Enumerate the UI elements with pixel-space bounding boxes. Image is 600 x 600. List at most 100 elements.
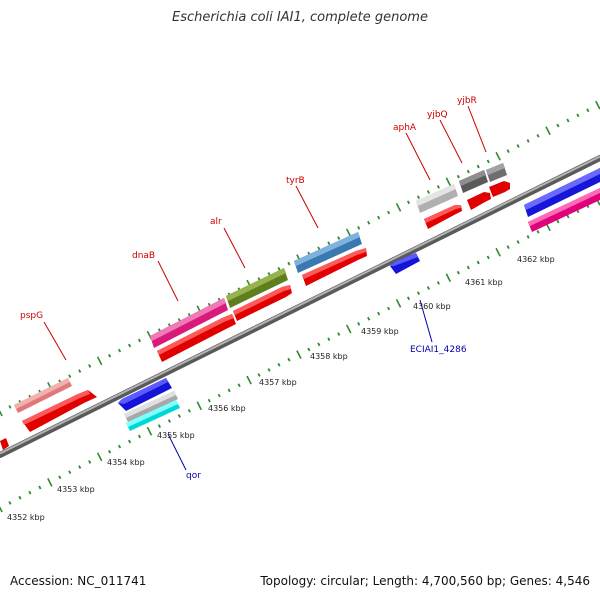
lower-track-minor-tick [317,342,321,347]
lower-track-major-tick [445,273,452,283]
lower-track-minor-tick [187,408,191,413]
cds-arrow [489,181,510,197]
upper-track-major-tick [395,203,402,212]
lower-tick-track [0,196,600,513]
lower-track-minor-tick [566,214,570,219]
lower-track-major-tick [0,506,3,513]
lower-track-minor-tick [88,460,92,464]
lower-track-major-tick [47,478,53,487]
kbp-label: 4357 kbp [259,378,297,387]
upper-track-minor-tick [137,338,142,343]
gene-label-layer: pspG dnaB alr tyrB aphA yjbQ yjbR ECIAI1… [20,96,477,481]
lower-track-minor-tick [556,219,560,224]
lower-track-minor-tick [307,347,311,352]
upper-track-minor-tick [416,195,421,200]
upper-track-major-tick [0,410,3,417]
lower-track-minor-tick [78,465,82,469]
upper-track-minor-tick [566,118,570,123]
cds-arrow-pink [528,188,600,232]
kbp-label-layer: 4352 kbp 4353 kbp 4354 kbp 4355 kbp 4356… [7,255,555,522]
lower-track-major-tick [196,401,203,411]
upper-track-minor-tick [267,272,271,276]
lower-track-minor-tick [167,419,171,423]
lower-track-minor-tick [177,414,181,418]
cds-arrow [467,192,491,210]
upper-track-major-tick [445,177,452,187]
kbp-label: 4362 kbp [517,255,555,264]
upper-track-minor-tick [456,174,460,179]
upper-track-minor-tick [556,123,560,128]
upper-track-minor-tick [8,405,12,409]
gene-bar-tyrB [294,232,362,273]
lower-track-minor-tick [118,444,122,449]
lower-track-minor-tick [426,286,430,290]
lower-track-minor-tick [456,270,460,275]
upper-track-minor-tick [516,144,520,148]
lower-track-minor-tick [237,383,241,388]
lower-track-minor-tick [257,373,261,377]
upper-track-minor-tick [506,149,510,154]
lower-track-major-tick [345,324,352,334]
lower-track-minor-tick [28,490,32,495]
lower-track-minor-tick [486,255,490,260]
upper-track-minor-tick [526,139,530,143]
upper-track-minor-tick [78,369,82,373]
upper-track-minor-tick [118,348,122,353]
gene-bar-yjbQ [459,170,488,193]
genome-backbone [0,155,600,458]
genome-stats-text: Topology: circular; Length: 4,700,560 bp… [260,574,590,588]
gene-label-yjbQ: yjbQ [427,110,448,120]
kbp-label: 4358 kbp [310,352,348,361]
upper-track-minor-tick [476,164,480,169]
lower-track-minor-tick [506,245,510,250]
lower-track-major-tick [146,426,153,436]
upper-track-major-tick [545,126,551,136]
lower-track-minor-tick [466,265,470,270]
gene-bar-yjbR [486,163,507,182]
lower-track-minor-tick [8,501,12,505]
cds-arrow [22,390,97,432]
gene-label-alr: alr [210,217,222,227]
kbp-label: 4352 kbp [7,513,45,522]
upper-track-minor-tick [357,226,361,230]
reverse-gene-bar-gray [124,391,178,422]
gene-label-pspG: pspG [20,311,43,321]
lower-track-minor-tick [207,398,211,403]
gene-label-tyrB: tyrB [286,176,305,186]
lower-track-minor-tick [287,357,291,362]
reverse-gene-bar-cyan [126,400,180,431]
reverse-cds-arrow [118,378,172,411]
lower-track-minor-tick [357,322,361,326]
lower-track-minor-tick [58,475,62,480]
lower-track-minor-tick [436,281,440,285]
lower-track-minor-tick [277,362,281,367]
upper-track-major-tick [495,151,501,161]
upper-track-major-tick [96,356,103,366]
upper-track-minor-tick [426,190,430,194]
gene-label-yjbR: yjbR [457,96,477,106]
reverse-cds-arrow-ECIAI1_4286 [390,253,420,274]
upper-track-minor-tick [287,261,291,266]
lower-track-minor-tick [367,316,371,321]
upper-track-minor-tick [68,374,72,379]
reverse-gene-track [118,253,420,431]
lower-track-minor-tick [526,235,530,239]
lower-track-major-tick [96,452,103,462]
upper-track-minor-tick [317,246,321,251]
gene-label-aphA: aphA [393,123,417,133]
lower-track-minor-tick [267,368,271,372]
gene-bar-right-blue [524,168,600,217]
cds-arrow [0,438,9,450]
lower-track-minor-tick [227,388,231,393]
forward-cds-track [0,181,600,450]
lower-track-minor-tick [68,470,72,475]
upper-track-minor-tick [576,113,580,118]
lower-track-minor-tick [327,337,331,342]
upper-track-minor-tick [367,220,371,225]
lower-track-major-tick [296,350,302,359]
kbp-label: 4353 kbp [57,485,95,494]
lower-track-minor-tick [377,311,381,316]
lower-track-major-tick [495,247,501,257]
